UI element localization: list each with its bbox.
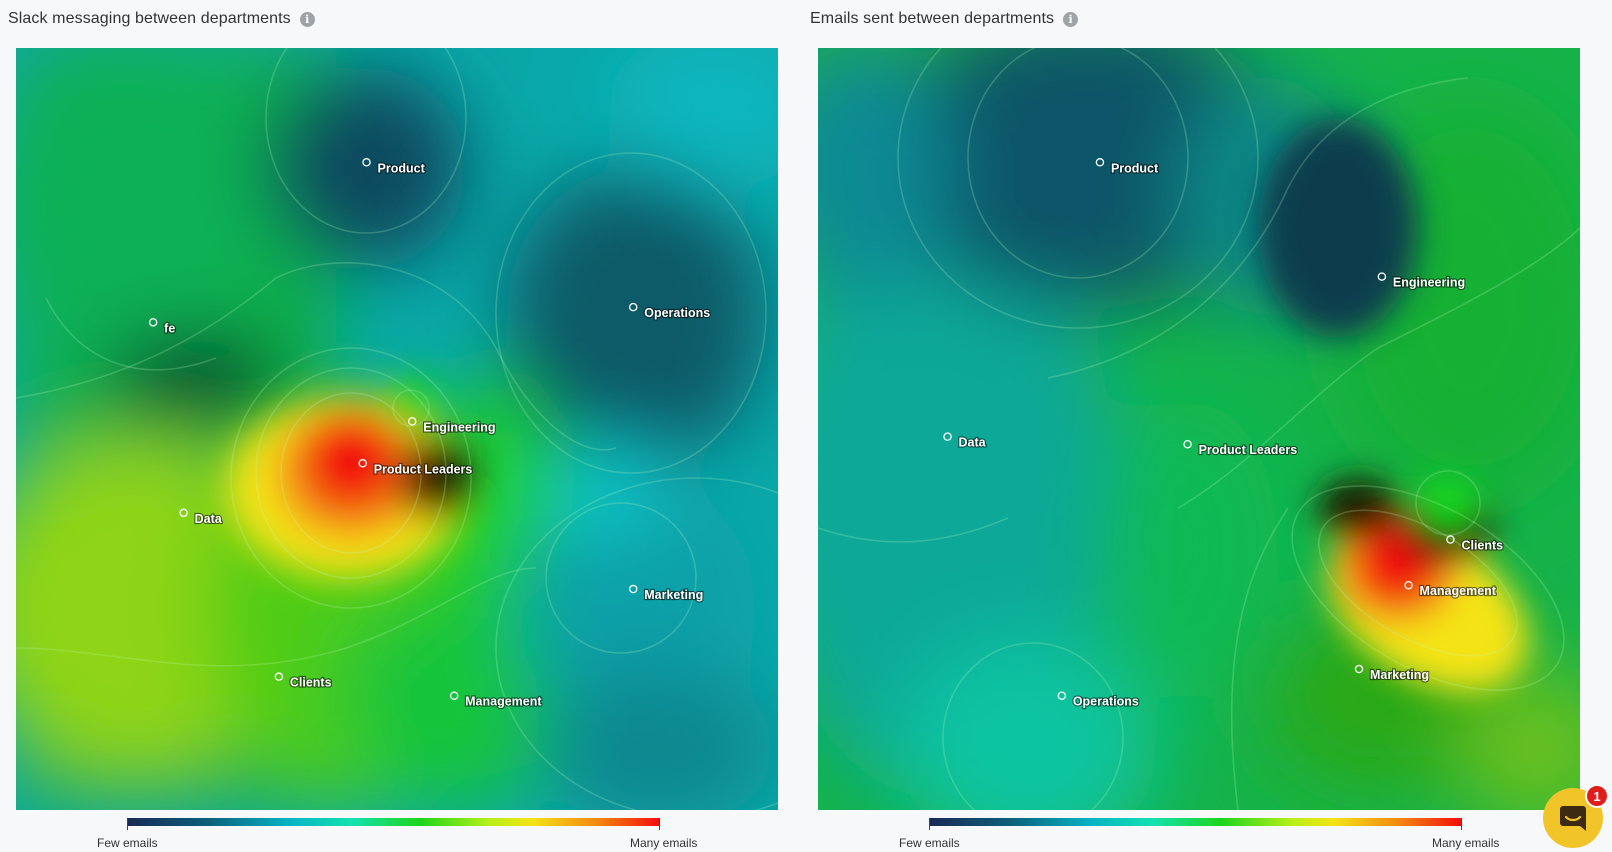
department-marker[interactable] bbox=[1377, 272, 1387, 281]
department-label: Management bbox=[1420, 584, 1497, 598]
chat-notification-badge: 1 bbox=[1585, 784, 1609, 808]
department-marker[interactable] bbox=[1057, 691, 1067, 700]
department-marker[interactable] bbox=[358, 459, 367, 468]
department-label: Data bbox=[959, 436, 987, 450]
slack-heatmap-svg bbox=[16, 48, 778, 810]
department-label: Marketing bbox=[1370, 668, 1429, 682]
colorbar-min-label: Few emails bbox=[97, 836, 158, 850]
colorbar-tick-min bbox=[127, 818, 128, 830]
department-marker[interactable] bbox=[1404, 580, 1413, 590]
department-label: Management bbox=[465, 695, 542, 709]
department-label: Data bbox=[195, 512, 223, 526]
department-label: Operations bbox=[1073, 695, 1139, 709]
department-label: fe bbox=[164, 321, 175, 335]
department-marker[interactable] bbox=[1354, 664, 1364, 674]
colorbar-max-label: Many emails bbox=[630, 836, 698, 850]
department-label: Clients bbox=[1461, 538, 1503, 552]
colorbar-max-label: Many emails bbox=[1432, 836, 1500, 850]
department-marker[interactable] bbox=[274, 672, 284, 681]
email-panel: Emails sent between departments i bbox=[802, 0, 1592, 852]
colorbar-min-label: Few emails bbox=[899, 836, 960, 850]
department-marker[interactable] bbox=[628, 584, 638, 594]
department-marker[interactable] bbox=[628, 302, 638, 312]
department-marker[interactable] bbox=[179, 508, 188, 518]
colorbar bbox=[929, 818, 1462, 826]
department-label: Product Leaders bbox=[374, 462, 473, 476]
slack-title-row: Slack messaging between departments i bbox=[8, 10, 315, 28]
info-icon[interactable]: i bbox=[299, 11, 315, 27]
department-marker[interactable] bbox=[1183, 439, 1192, 449]
department-label: Operations bbox=[644, 306, 710, 320]
department-marker[interactable] bbox=[1095, 158, 1105, 167]
email-heatmap: Product Engineering Data Product Leaders Cli… bbox=[818, 48, 1580, 810]
department-marker[interactable] bbox=[449, 691, 459, 700]
department-marker[interactable] bbox=[407, 417, 417, 426]
department-marker[interactable] bbox=[943, 432, 952, 441]
department-label: Clients bbox=[290, 676, 332, 690]
email-chart-title: Emails sent between departments bbox=[810, 10, 1055, 27]
department-marker[interactable] bbox=[362, 158, 371, 167]
info-icon[interactable]: i bbox=[1063, 11, 1079, 27]
department-label: Product bbox=[378, 161, 426, 175]
slack-heatmap: Product fe Operations Engineering Product Le… bbox=[16, 48, 778, 810]
department-label: Engineering bbox=[423, 420, 495, 434]
email-heatmap-svg bbox=[818, 48, 1580, 810]
department-marker[interactable] bbox=[148, 318, 158, 327]
department-label: Marketing bbox=[644, 588, 703, 602]
department-label: Product Leaders bbox=[1199, 443, 1298, 457]
email-title-row: Emails sent between departments i bbox=[810, 10, 1079, 28]
colorbar bbox=[127, 818, 660, 826]
colorbar-tick-min bbox=[929, 818, 930, 830]
department-label: Engineering bbox=[1393, 276, 1465, 290]
slack-panel: Slack messaging between departments i bbox=[0, 0, 790, 852]
slack-chart-title: Slack messaging between departments bbox=[8, 10, 291, 27]
chat-icon bbox=[1560, 806, 1586, 831]
colorbar-tick-max bbox=[1461, 818, 1462, 830]
department-label: Product bbox=[1111, 161, 1159, 175]
department-marker[interactable] bbox=[1446, 535, 1455, 544]
slack-node-layer: Product fe Operations Engineering Product Le… bbox=[148, 158, 711, 710]
colorbar-tick-max bbox=[659, 818, 660, 830]
email-node-layer: Product Engineering Data Product Leaders Cli… bbox=[943, 158, 1504, 710]
